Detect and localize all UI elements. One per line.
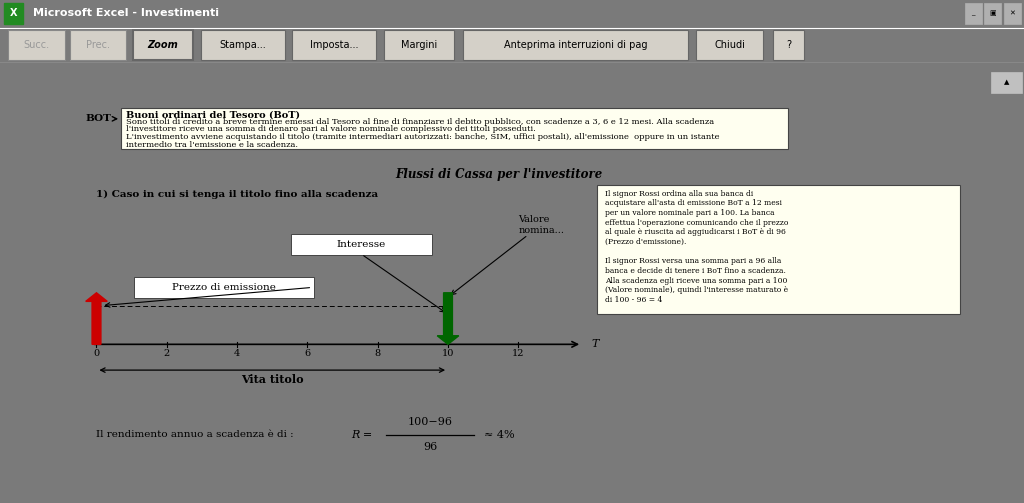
Text: R =: R = bbox=[351, 430, 373, 440]
Text: Microsoft Excel - Investimenti: Microsoft Excel - Investimenti bbox=[33, 8, 219, 18]
Text: _: _ bbox=[972, 10, 975, 16]
FancyArrow shape bbox=[437, 293, 459, 345]
Text: BOT: BOT bbox=[85, 114, 112, 123]
Text: ≈ 4%: ≈ 4% bbox=[484, 430, 515, 440]
Text: Il signor Rossi ordina alla sua banca di: Il signor Rossi ordina alla sua banca di bbox=[604, 190, 753, 198]
FancyBboxPatch shape bbox=[133, 30, 193, 60]
Text: Prec.: Prec. bbox=[86, 40, 110, 50]
Text: ?: ? bbox=[785, 40, 792, 50]
Text: Valore: Valore bbox=[518, 215, 550, 224]
Bar bbox=[991, 71, 1022, 93]
FancyArrow shape bbox=[86, 293, 108, 345]
FancyBboxPatch shape bbox=[134, 277, 314, 298]
Text: 1) Caso in cui si tenga il titolo fino alla scadenza: 1) Caso in cui si tenga il titolo fino a… bbox=[96, 190, 379, 199]
Bar bbox=[965, 3, 982, 25]
Text: 4: 4 bbox=[233, 350, 241, 359]
Text: Prezzo di emissione: Prezzo di emissione bbox=[172, 283, 275, 292]
Text: ▣: ▣ bbox=[989, 10, 996, 16]
Text: (Prezzo d'emissione).: (Prezzo d'emissione). bbox=[604, 238, 686, 246]
FancyBboxPatch shape bbox=[696, 30, 763, 60]
Bar bbox=[1004, 3, 1021, 25]
Text: Margini: Margini bbox=[400, 40, 437, 50]
Text: ▲: ▲ bbox=[1004, 79, 1010, 86]
FancyBboxPatch shape bbox=[201, 30, 285, 60]
Text: al quale è riuscita ad aggiudicarsi i BoT è di 96: al quale è riuscita ad aggiudicarsi i Bo… bbox=[604, 228, 785, 236]
Text: 6: 6 bbox=[304, 350, 310, 359]
Text: Anteprima interruzioni di pag: Anteprima interruzioni di pag bbox=[504, 40, 647, 50]
Text: Chiudi: Chiudi bbox=[714, 40, 745, 50]
Text: Interesse: Interesse bbox=[337, 240, 386, 249]
Text: T: T bbox=[592, 340, 599, 350]
FancyBboxPatch shape bbox=[8, 30, 65, 60]
Text: 8: 8 bbox=[375, 350, 381, 359]
Text: 96: 96 bbox=[423, 442, 437, 452]
Text: 10: 10 bbox=[441, 350, 455, 359]
Text: 12: 12 bbox=[512, 350, 524, 359]
FancyBboxPatch shape bbox=[121, 108, 788, 149]
Text: 2: 2 bbox=[164, 350, 170, 359]
Text: X: X bbox=[9, 8, 17, 18]
Bar bbox=[984, 3, 1001, 25]
Text: intermedio tra l'emissione e la scadenza.: intermedio tra l'emissione e la scadenza… bbox=[126, 141, 298, 149]
FancyBboxPatch shape bbox=[292, 30, 376, 60]
Text: di 100 - 96 = 4: di 100 - 96 = 4 bbox=[604, 296, 662, 304]
Text: Il signor Rossi versa una somma pari a 96 alla: Il signor Rossi versa una somma pari a 9… bbox=[604, 258, 781, 266]
Text: (Valore nominale), quindi l'interesse maturato è: (Valore nominale), quindi l'interesse ma… bbox=[604, 286, 787, 294]
Text: l'investitore riceve una somma di denaro pari al valore nominale complessivo dei: l'investitore riceve una somma di denaro… bbox=[126, 125, 536, 133]
Text: L'investimento avviene acquistando il titolo (tramite intermediari autorizzati: : L'investimento avviene acquistando il ti… bbox=[126, 133, 720, 141]
Text: per un valore nominale pari a 100. La banca: per un valore nominale pari a 100. La ba… bbox=[604, 209, 774, 217]
Text: Vita titolo: Vita titolo bbox=[241, 374, 303, 385]
Text: Zoom: Zoom bbox=[147, 40, 178, 50]
FancyBboxPatch shape bbox=[384, 30, 454, 60]
Text: acquistare all'asta di emissione BoT a 12 mesi: acquistare all'asta di emissione BoT a 1… bbox=[604, 199, 781, 207]
FancyBboxPatch shape bbox=[463, 30, 688, 60]
Bar bbox=[4, 3, 23, 24]
FancyBboxPatch shape bbox=[773, 30, 804, 60]
FancyBboxPatch shape bbox=[70, 30, 126, 60]
FancyBboxPatch shape bbox=[597, 186, 959, 314]
Text: 100−96: 100−96 bbox=[408, 417, 453, 427]
Text: ✕: ✕ bbox=[1010, 10, 1015, 16]
Text: Sono titoli di credito a breve termine emessi dal Tesoro al fine di finanziare i: Sono titoli di credito a breve termine e… bbox=[126, 118, 714, 126]
FancyBboxPatch shape bbox=[291, 234, 432, 255]
Text: 0: 0 bbox=[93, 350, 99, 359]
Text: Flussi di Cassa per l'investitore: Flussi di Cassa per l'investitore bbox=[395, 168, 602, 181]
Text: Succ.: Succ. bbox=[24, 40, 49, 50]
Text: Il rendimento annuo a scadenza è di :: Il rendimento annuo a scadenza è di : bbox=[96, 430, 294, 439]
Text: Stampa...: Stampa... bbox=[219, 40, 266, 50]
Text: effettua l'operazione comunicando che il prezzo: effettua l'operazione comunicando che il… bbox=[604, 219, 788, 227]
Text: nomina...: nomina... bbox=[518, 226, 564, 235]
Text: Buoni ordinari del Tesoro (BoT): Buoni ordinari del Tesoro (BoT) bbox=[126, 110, 300, 119]
Text: Imposta...: Imposta... bbox=[309, 40, 358, 50]
Text: Alla scadenza egli riceve una somma pari a 100: Alla scadenza egli riceve una somma pari… bbox=[604, 277, 787, 285]
Text: banca e decide di tenere i BoT fino a scadenza.: banca e decide di tenere i BoT fino a sc… bbox=[604, 267, 785, 275]
